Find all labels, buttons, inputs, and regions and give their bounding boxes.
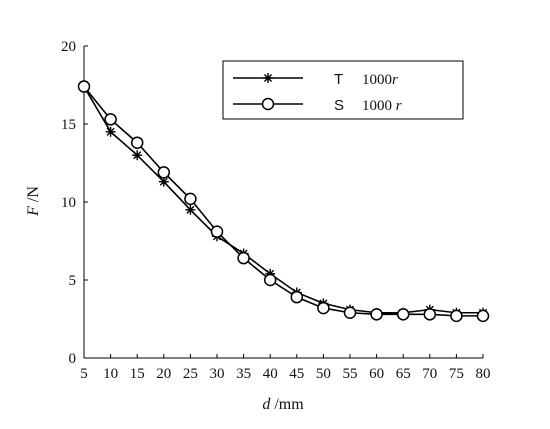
- x-tick-label: 5: [80, 366, 88, 382]
- data-point-s: [450, 309, 463, 323]
- x-axis-title: d /mm: [262, 396, 304, 413]
- x-tick-label: 80: [476, 366, 491, 382]
- data-point-t: [105, 126, 116, 137]
- legend-asterisk-icon: [263, 73, 273, 83]
- y-tick-label: 20: [61, 39, 76, 55]
- data-point-s: [184, 192, 197, 206]
- legend-marker-t: [263, 73, 273, 83]
- legend-code-s: S: [334, 97, 344, 114]
- legend-circle-icon: [261, 97, 275, 111]
- data-point-s: [210, 225, 224, 238]
- x-tick-label: 20: [156, 366, 171, 382]
- data-point-s: [343, 306, 357, 320]
- legend-label-t: 1000r: [362, 72, 398, 88]
- y-axis-title: F /N: [25, 186, 42, 217]
- y-tick-label: 5: [69, 273, 77, 289]
- x-tick-label: 45: [289, 366, 304, 382]
- data-point-s: [237, 251, 250, 265]
- x-tick-label: 75: [449, 366, 464, 382]
- data-point-s: [104, 113, 117, 126]
- x-tick-label: 25: [183, 366, 198, 382]
- x-tick-label: 40: [263, 366, 278, 382]
- legend-marker-s: [261, 97, 275, 111]
- legend-code-t: T: [334, 71, 343, 88]
- data-point-s: [476, 309, 490, 323]
- x-tick-label: 50: [316, 366, 331, 382]
- series-line-s: [83, 86, 483, 317]
- data-point-s: [370, 308, 383, 321]
- x-tick-label: 55: [343, 366, 358, 382]
- series-line-t: [83, 86, 483, 314]
- y-tick-label: 15: [61, 117, 76, 133]
- x-tick-label: 70: [422, 366, 437, 382]
- data-point-s: [77, 80, 91, 93]
- x-tick-label: 15: [130, 366, 145, 382]
- x-tick-label: 30: [210, 366, 225, 382]
- y-tick-label: 10: [61, 195, 76, 211]
- x-tick-label: 10: [103, 366, 118, 382]
- legend-box: [222, 60, 464, 120]
- legend-label-s: 1000 r: [362, 98, 402, 114]
- data-point-t: [185, 204, 196, 215]
- x-tick-label: 60: [369, 366, 384, 382]
- x-tick-label: 35: [236, 366, 251, 382]
- data-point-s: [396, 308, 410, 321]
- y-tick-label: 0: [69, 351, 77, 367]
- data-point-s: [317, 301, 330, 315]
- data-point-s: [130, 136, 144, 149]
- data-point-s: [423, 308, 437, 321]
- data-point-t: [132, 150, 143, 161]
- x-tick-label: 65: [396, 366, 411, 382]
- data-point-s: [157, 166, 171, 179]
- data-point-s: [263, 273, 277, 287]
- data-point-s: [290, 290, 304, 304]
